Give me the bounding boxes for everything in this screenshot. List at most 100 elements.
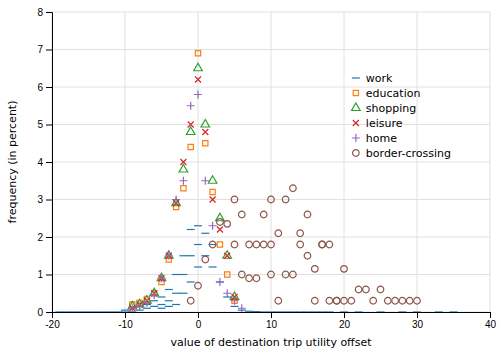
- tick-mark: [46, 162, 52, 163]
- legend-label: education: [366, 87, 421, 100]
- tick-label: 4: [37, 157, 43, 168]
- point: [290, 271, 297, 278]
- point: [187, 102, 195, 110]
- point: [209, 241, 216, 248]
- point: [121, 310, 129, 311]
- point: [450, 311, 458, 312]
- plot-area: -20-10010203040012345678value of destina…: [6, 7, 496, 349]
- tick-mark: [125, 312, 126, 318]
- point: [202, 129, 208, 135]
- tick: 1: [37, 269, 52, 280]
- tick-label: 8: [37, 7, 43, 18]
- tick-mark: [46, 125, 52, 126]
- point: [194, 91, 202, 99]
- grid-line-y: [52, 162, 490, 163]
- axis-line: [46, 13, 53, 313]
- point: [377, 286, 384, 293]
- tick-label: 6: [37, 82, 43, 93]
- point: [267, 311, 275, 312]
- point: [114, 311, 122, 312]
- tick-mark: [490, 312, 491, 318]
- point: [231, 241, 238, 248]
- y-axis-title: frequency (in percent): [6, 101, 19, 224]
- point: [318, 311, 326, 312]
- point: [340, 311, 348, 312]
- series: [55, 226, 457, 312]
- point: [165, 289, 173, 290]
- tick-label: -10: [118, 319, 133, 330]
- point: [341, 266, 348, 273]
- point: [165, 300, 173, 301]
- point: [325, 311, 333, 312]
- point: [268, 196, 275, 203]
- point: [341, 297, 348, 304]
- point: [202, 256, 209, 263]
- tick: 8: [37, 7, 52, 18]
- point: [194, 63, 203, 70]
- tick: 0: [196, 312, 202, 330]
- point: [260, 211, 267, 218]
- legend-label: work: [366, 72, 393, 85]
- point: [311, 311, 319, 312]
- point: [275, 230, 282, 237]
- tick: 40: [485, 312, 497, 330]
- point: [158, 296, 166, 297]
- grid-line-y: [52, 237, 490, 238]
- x-axis-title: value of destination trip utility offset: [170, 336, 372, 349]
- point: [203, 141, 208, 146]
- point: [172, 274, 180, 275]
- axis-line: [53, 313, 491, 319]
- point: [217, 227, 223, 233]
- point: [172, 196, 180, 204]
- tick-mark: [46, 50, 52, 51]
- point: [194, 266, 202, 267]
- point: [129, 305, 135, 311]
- point: [85, 311, 93, 312]
- tick: 7: [37, 44, 52, 55]
- point: [201, 120, 210, 127]
- legend-item: work: [352, 72, 393, 85]
- point: [304, 211, 311, 218]
- grid-line-y: [52, 49, 490, 50]
- point: [413, 311, 421, 312]
- tick: 20: [339, 312, 351, 330]
- legend-item: home: [352, 132, 397, 145]
- legend-marker: [352, 134, 360, 142]
- grid-line-y: [52, 199, 490, 200]
- point: [195, 282, 202, 289]
- legend-item: border-crossing: [353, 147, 451, 160]
- tick-label: 0: [37, 307, 43, 318]
- point: [312, 266, 319, 273]
- point: [217, 242, 222, 247]
- tick-label: 10: [266, 319, 278, 330]
- tick-label: -20: [45, 319, 60, 330]
- x-axis: -20 -10 0 10 20 30 40: [45, 312, 496, 330]
- point: [399, 297, 406, 304]
- tick-label: 20: [339, 319, 351, 330]
- point: [208, 176, 217, 183]
- legend-item: leisure: [353, 117, 403, 130]
- series: [129, 77, 237, 312]
- tick: 3: [37, 194, 52, 205]
- point: [326, 297, 333, 304]
- point: [77, 311, 85, 312]
- point: [201, 233, 209, 234]
- point: [348, 297, 355, 304]
- tick: -10: [118, 312, 133, 330]
- point: [274, 311, 282, 312]
- point: [158, 308, 166, 309]
- point: [246, 275, 253, 282]
- tick: 30: [412, 312, 424, 330]
- point: [333, 297, 340, 304]
- legend-label: border-crossing: [366, 147, 451, 160]
- point: [165, 252, 173, 260]
- point: [209, 222, 217, 230]
- point: [231, 297, 239, 305]
- point: [187, 281, 195, 282]
- legend-item: shopping: [352, 102, 417, 115]
- point: [363, 286, 370, 293]
- tick: 2: [37, 232, 52, 243]
- point: [158, 304, 166, 305]
- point: [224, 221, 231, 228]
- point: [159, 275, 165, 281]
